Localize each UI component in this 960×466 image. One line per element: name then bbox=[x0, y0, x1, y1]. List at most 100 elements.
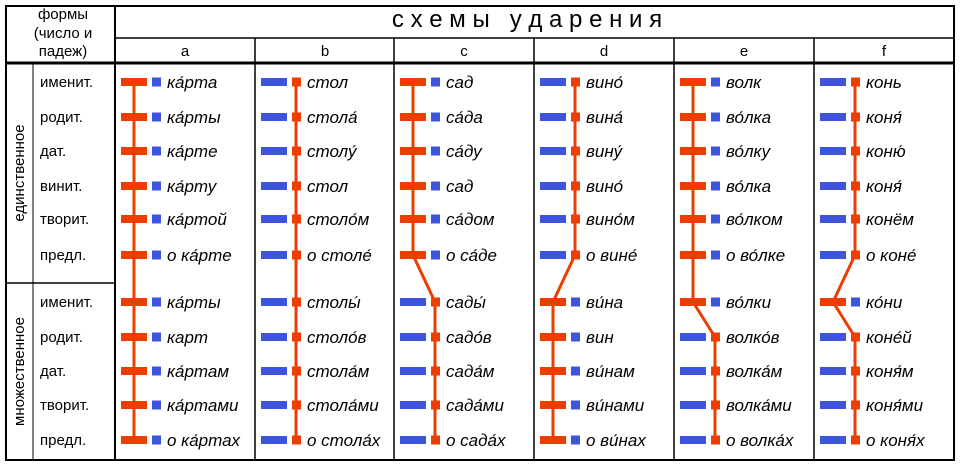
word-form: волко́в bbox=[726, 328, 780, 347]
stem-marker bbox=[121, 298, 147, 306]
ending-marker bbox=[711, 112, 720, 122]
stem-marker bbox=[820, 182, 846, 190]
stem-marker bbox=[820, 367, 846, 375]
ending-marker bbox=[152, 146, 161, 156]
corner-header-number-and: (число и bbox=[34, 25, 93, 42]
ending-marker bbox=[152, 112, 161, 122]
word-form: столо́в bbox=[307, 328, 367, 347]
ending-marker bbox=[152, 400, 161, 410]
stem-marker bbox=[400, 182, 426, 190]
word-form: ка́рту bbox=[167, 177, 218, 196]
stem-marker bbox=[261, 182, 287, 190]
stress-line-f bbox=[831, 82, 857, 440]
ending-marker bbox=[711, 77, 720, 87]
scheme-letter-b: b bbox=[321, 43, 329, 60]
ending-marker bbox=[711, 332, 720, 342]
word-form: са́ду bbox=[446, 142, 483, 161]
word-form: о ка́рте bbox=[167, 246, 232, 265]
ending-marker bbox=[571, 214, 580, 224]
word-form: о волка́х bbox=[726, 431, 794, 450]
ending-marker bbox=[851, 297, 860, 307]
ending-marker bbox=[431, 297, 440, 307]
stem-marker bbox=[680, 298, 706, 306]
stress-line-e bbox=[691, 82, 717, 440]
stem-marker bbox=[540, 147, 566, 155]
word-form: ка́рта bbox=[167, 73, 217, 92]
word-form: столо́м bbox=[307, 210, 370, 229]
stem-marker bbox=[540, 113, 566, 121]
word-form: о ка́ртах bbox=[167, 431, 241, 450]
ending-marker bbox=[711, 181, 720, 191]
stress-line-c bbox=[411, 82, 437, 440]
group-label-singular: единственное bbox=[11, 124, 28, 221]
stem-marker bbox=[400, 436, 426, 444]
word-form: ви́на bbox=[586, 293, 623, 312]
word-form: во́лки bbox=[726, 293, 772, 312]
stem-marker bbox=[400, 147, 426, 155]
table-border bbox=[5, 5, 955, 461]
word-form: коня́ bbox=[866, 108, 902, 127]
word-form: стола́ми bbox=[307, 396, 379, 415]
stem-marker bbox=[820, 333, 846, 341]
ending-marker bbox=[292, 297, 301, 307]
word-form: ка́рты bbox=[167, 108, 221, 127]
stem-marker bbox=[540, 298, 566, 306]
stem-marker bbox=[820, 251, 846, 259]
stem-marker bbox=[121, 251, 147, 259]
ending-marker bbox=[292, 181, 301, 191]
ending-marker bbox=[292, 366, 301, 376]
stem-marker bbox=[121, 333, 147, 341]
stem-marker bbox=[121, 147, 147, 155]
stem-marker bbox=[820, 436, 846, 444]
stem-marker bbox=[680, 367, 706, 375]
ending-marker bbox=[152, 77, 161, 87]
ending-marker bbox=[431, 400, 440, 410]
stem-marker bbox=[540, 333, 566, 341]
ending-marker bbox=[571, 400, 580, 410]
stem-marker bbox=[261, 333, 287, 341]
stem-marker bbox=[261, 436, 287, 444]
word-form: ка́рте bbox=[167, 142, 218, 161]
scheme-columns: a ка́рта ка́рты ка́рте ка́рту ка́ртой о ка́рте… bbox=[121, 43, 925, 450]
stem-marker bbox=[400, 78, 426, 86]
word-form: сада́м bbox=[446, 362, 495, 381]
ending-marker bbox=[711, 366, 720, 376]
scheme-column-b: b стол стола́ столу́ стол столо́м о столе́ стол… bbox=[261, 43, 381, 450]
stem-marker bbox=[540, 367, 566, 375]
ending-marker bbox=[152, 250, 161, 260]
word-form: о ви́нах bbox=[586, 431, 646, 450]
corner-header-forms: формы bbox=[38, 6, 88, 23]
word-form: коню́ bbox=[866, 142, 906, 161]
word-form: о сада́х bbox=[446, 431, 506, 450]
ending-marker bbox=[431, 214, 440, 224]
word-form: карт bbox=[167, 328, 208, 347]
stem-marker bbox=[261, 401, 287, 409]
ending-marker bbox=[571, 366, 580, 376]
scheme-column-f: f конь коня́ коню́ коня́ конём о коне́ ко́ни кон… bbox=[820, 43, 925, 450]
ending-marker bbox=[431, 435, 440, 445]
ending-marker bbox=[711, 297, 720, 307]
ending-marker bbox=[292, 77, 301, 87]
stem-marker bbox=[680, 251, 706, 259]
word-form: вино́ bbox=[586, 73, 623, 92]
stem-marker bbox=[261, 78, 287, 86]
ending-marker bbox=[711, 435, 720, 445]
word-form: о са́де bbox=[446, 246, 497, 265]
word-form: садо́в bbox=[446, 328, 492, 347]
stem-marker bbox=[680, 113, 706, 121]
stem-marker bbox=[680, 147, 706, 155]
scheme-column-a: a ка́рта ка́рты ка́рте ка́рту ка́ртой о ка́рте… bbox=[121, 43, 241, 450]
ending-marker bbox=[571, 297, 580, 307]
word-form: сад bbox=[446, 73, 473, 92]
ending-marker bbox=[851, 400, 860, 410]
word-form: столу́ bbox=[307, 142, 358, 161]
case-label: именит. bbox=[40, 294, 93, 311]
ending-marker bbox=[431, 146, 440, 156]
word-form: о коня́х bbox=[866, 431, 925, 450]
ending-marker bbox=[152, 181, 161, 191]
word-form: во́лком bbox=[726, 210, 783, 229]
stem-marker bbox=[680, 333, 706, 341]
scheme-letter-c: c bbox=[460, 43, 468, 60]
group-label-plural: множественное bbox=[11, 317, 28, 426]
ending-marker bbox=[292, 112, 301, 122]
